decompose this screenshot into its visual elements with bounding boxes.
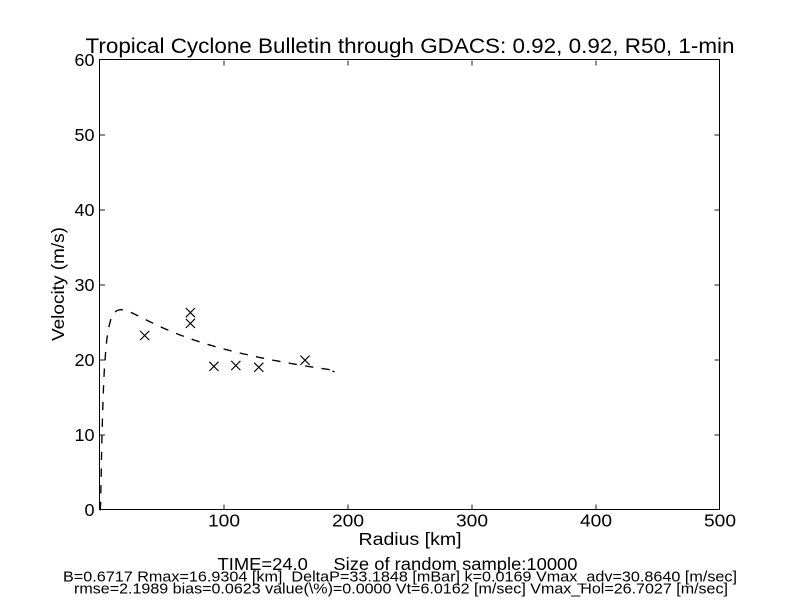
svg-text:B=0.6717 Rmax=16.9304 [km] De: B=0.6717 Rmax=16.9304 [km] DeltaP=33.184… xyxy=(63,570,737,586)
svg-text:rmse=2.1989 bias=0.0623 value(: rmse=2.1989 bias=0.0623 value(\%)=0.0000… xyxy=(74,582,728,598)
svg-text:20: 20 xyxy=(75,350,95,370)
svg-text:Tropical Cyclone Bulletin thro: Tropical Cyclone Bulletin through GDACS:… xyxy=(86,35,735,58)
svg-text:60: 60 xyxy=(75,50,95,70)
svg-text:TIME=24.0 Size of random s: TIME=24.0 Size of random sample:10000 xyxy=(218,554,578,574)
svg-text:10: 10 xyxy=(75,425,95,445)
svg-text:400: 400 xyxy=(580,510,612,530)
svg-text:Radius [km]: Radius [km] xyxy=(359,529,462,549)
svg-text:50: 50 xyxy=(75,125,95,145)
svg-text:100: 100 xyxy=(208,510,240,530)
svg-text:200: 200 xyxy=(332,510,364,530)
svg-text:0: 0 xyxy=(85,500,95,520)
svg-text:Velocity (m/s): Velocity (m/s) xyxy=(48,227,68,341)
svg-text:30: 30 xyxy=(75,275,95,295)
svg-text:40: 40 xyxy=(75,200,95,220)
svg-text:300: 300 xyxy=(456,510,488,530)
svg-text:500: 500 xyxy=(704,510,736,530)
